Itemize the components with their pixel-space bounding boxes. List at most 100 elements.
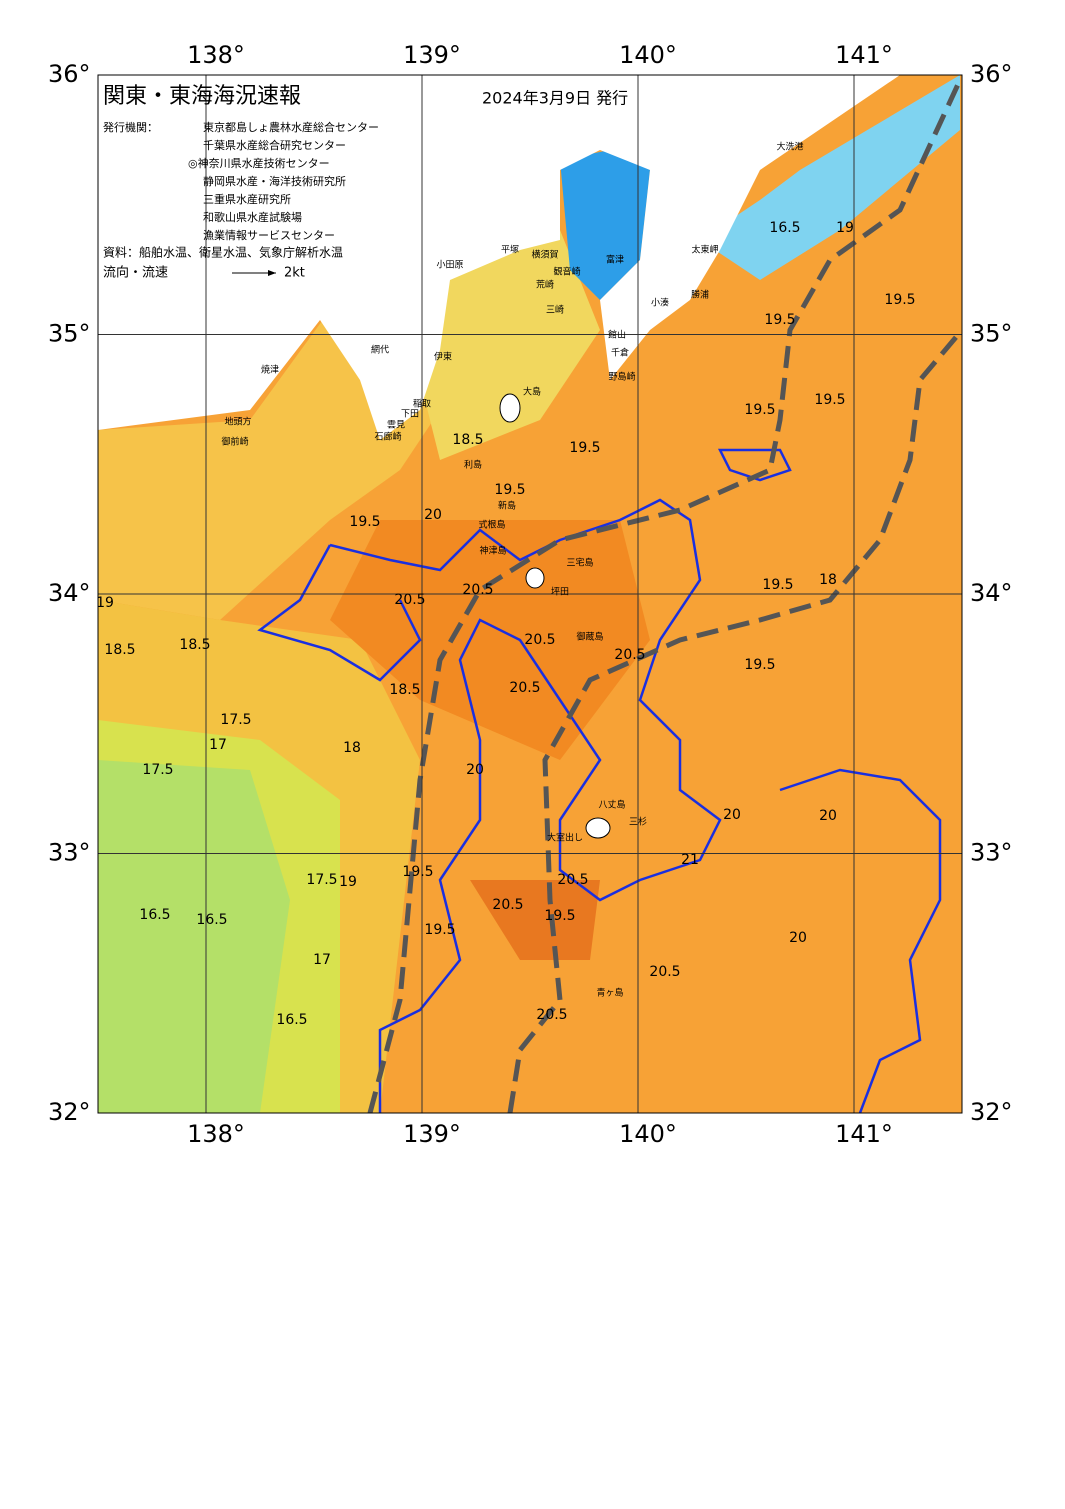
contour-label: 18.5 (104, 642, 135, 658)
issuer: 静岡県水産・海洋技術研究所 (203, 174, 346, 188)
lat-tick-label: 32° (48, 1098, 91, 1126)
place-name: 新島 (498, 500, 516, 512)
contour-label: 19.5 (764, 312, 795, 328)
tokyo-bay (560, 150, 650, 300)
kuroshio-axis (367, 78, 962, 1113)
lon-tick-label: 138° (187, 41, 245, 69)
place-name: 神津島 (479, 545, 506, 557)
isotherm-20 (257, 544, 422, 682)
lat-tick-label: 33° (48, 839, 91, 867)
contour-label: 19.5 (744, 402, 775, 418)
contour-label: 20.5 (492, 897, 523, 913)
contour-label: 16.5 (769, 220, 800, 236)
lat-tick-label: 34° (48, 579, 91, 607)
place-name: 伊東 (434, 351, 452, 363)
place-name: 野島崎 (608, 371, 635, 383)
isotherm-20 (779, 768, 942, 1113)
lat-tick-label: 33° (970, 839, 1013, 867)
issuer: 千葉県水産総合研究センター (203, 138, 346, 152)
place-name: 式根島 (478, 519, 505, 531)
issuer-label: 発行機関： (103, 120, 158, 134)
flow-label: 流向・流速 (103, 265, 168, 281)
place-name: 平塚 (501, 245, 519, 256)
contour-label: 19.5 (569, 440, 600, 456)
lon-tick-label: 140° (619, 41, 677, 69)
contour-label: 17.5 (142, 762, 173, 778)
place-name: 下田 (401, 409, 419, 420)
place-name: 三崎 (546, 304, 564, 316)
place-name: 焼津 (261, 365, 279, 376)
contour-label: 20.5 (394, 592, 425, 608)
place-name: 稲取 (413, 398, 431, 410)
place-name: 荒崎 (536, 279, 554, 291)
issuer: 東京都島しょ農林水産総合センター (203, 120, 379, 134)
contour-label: 20.5 (462, 582, 493, 598)
lon-tick-label: 141° (835, 41, 893, 69)
contour-label: 20.5 (509, 680, 540, 696)
contour-label: 17 (313, 952, 331, 968)
contour-label: 17 (209, 737, 227, 753)
lon-tick-label: 141° (835, 1120, 893, 1148)
place-name: 富津 (606, 254, 624, 266)
contour-label: 19 (339, 874, 357, 890)
contour-label: 20 (723, 807, 741, 823)
lat-tick-label: 36° (48, 60, 91, 88)
contour-label: 17.5 (306, 872, 337, 888)
contour-label: 19.5 (744, 657, 775, 673)
place-name: 勝浦 (691, 289, 709, 301)
lat-tick-label: 36° (970, 60, 1013, 88)
contour-label: 19.5 (494, 482, 525, 498)
sea-warm-core (330, 520, 650, 760)
place-name: 横須賀 (531, 249, 558, 261)
lat-tick-label: 32° (970, 1098, 1013, 1126)
place-name: 雲見 (387, 420, 405, 431)
map-area (98, 75, 962, 1113)
place-name: 八丈島 (598, 799, 625, 811)
contour-label: 20.5 (524, 632, 555, 648)
contour-label: 17.5 (220, 712, 251, 728)
issuer: 三重県水産研究所 (203, 192, 291, 206)
contour-label: 16.5 (276, 1012, 307, 1028)
contour-label: 20.5 (557, 872, 588, 888)
contour-label: 20.5 (614, 647, 645, 663)
contour-label: 20 (466, 762, 484, 778)
lon-tick-label: 139° (403, 41, 461, 69)
land (98, 75, 900, 440)
place-name: 小湊 (651, 297, 669, 309)
place-name: 利島 (464, 459, 482, 471)
isotherm-20 (717, 448, 792, 482)
place-name: 青ヶ島 (596, 987, 623, 999)
place-name: 太東岬 (691, 244, 718, 256)
contour-label: 20 (789, 930, 807, 946)
contour-label: 20.5 (536, 1007, 567, 1023)
contour-label: 20 (819, 808, 837, 824)
contour-label: 19.5 (402, 864, 433, 880)
source: 資料：船舶水温、衛星水温、気象庁解析水温 (103, 245, 343, 260)
place-name: 地頭方 (224, 416, 251, 428)
title: 関東・東海海況速報 (103, 84, 301, 109)
contour-label: 19.5 (814, 392, 845, 408)
place-name: 大室出し (547, 832, 583, 844)
contour-label: 19.5 (349, 514, 380, 530)
sea-sagami (400, 230, 600, 460)
island (525, 567, 545, 589)
contour-label: 18 (343, 740, 361, 756)
contour-label: 21 (681, 852, 699, 868)
island (499, 393, 521, 423)
flow-scale: 2kt (284, 266, 305, 281)
contour-label: 16.5 (139, 907, 170, 923)
contour-label: 18.5 (452, 432, 483, 448)
issuer: 和歌山県水産試験場 (203, 210, 302, 224)
contour-label: 19.5 (424, 922, 455, 938)
place-name: 三宅島 (566, 557, 593, 569)
sea-green (98, 760, 290, 1113)
place-name: 石廊崎 (374, 431, 401, 443)
island (585, 817, 611, 839)
contour-label: 18 (819, 572, 837, 588)
place-name: 網代 (371, 344, 389, 356)
place-name: 御前崎 (221, 436, 248, 448)
contour-label: 19.5 (884, 292, 915, 308)
place-name: 館山 (608, 329, 626, 341)
